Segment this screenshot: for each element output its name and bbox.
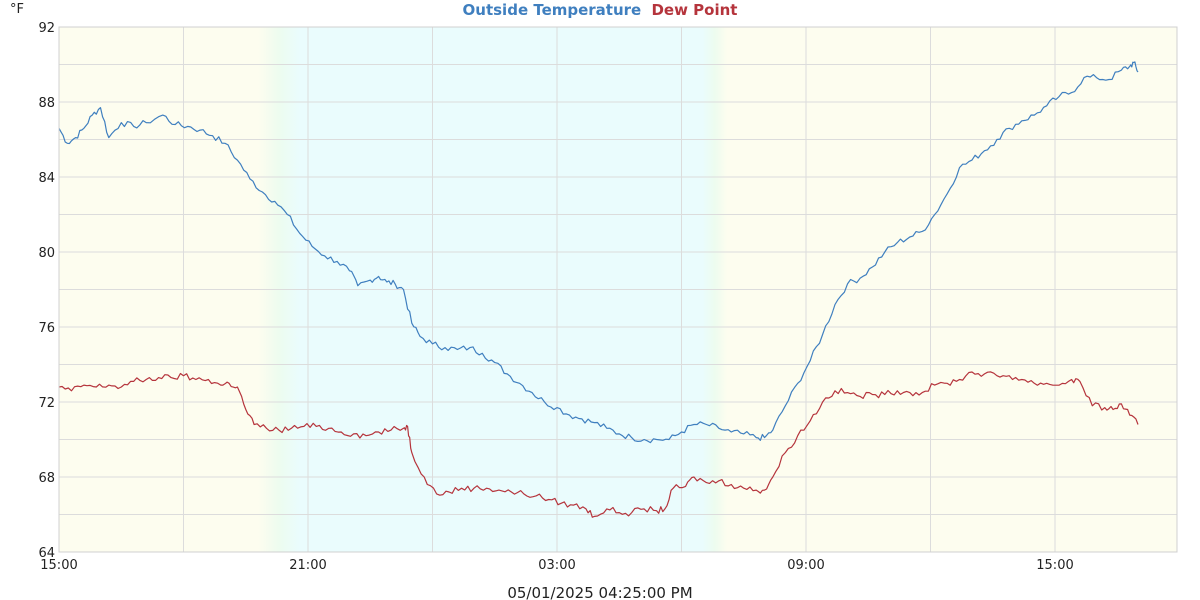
legend-dew-point: Dew Point (651, 1, 737, 19)
y-tick-label: 84 (38, 171, 55, 186)
x-tick-label: 03:00 (538, 558, 575, 573)
chart-legend: Outside Temperature Dew Point (463, 1, 738, 19)
series-lines (58, 61, 1139, 518)
plot-border (58, 26, 1178, 553)
y-tick-label: 76 (38, 321, 55, 336)
x-tick-label: 15:00 (1036, 558, 1073, 573)
series-line-dew-point (58, 371, 1139, 518)
series-line-outside-temperature (58, 61, 1139, 444)
x-tick-label: 21:00 (289, 558, 326, 573)
x-tick-label: 15:00 (40, 558, 77, 573)
legend-outside-temperature: Outside Temperature (463, 1, 642, 19)
y-unit-label: °F (10, 2, 24, 17)
y-tick-label: 64 (38, 546, 55, 561)
axes: 64 68 72 76 80 84 88 92 15:00 21:00 03:00 09:00 15:0… (38, 21, 1178, 573)
y-tick-label: 72 (38, 396, 55, 411)
y-tick-label: 68 (38, 471, 55, 486)
y-tick-label: 88 (38, 96, 55, 111)
y-tick-label: 80 (38, 246, 55, 261)
x-tick-label: 09:00 (787, 558, 824, 573)
timestamp-footer: 05/01/2025 04:25:00 PM (507, 584, 692, 600)
y-tick-label: 92 (38, 21, 55, 36)
